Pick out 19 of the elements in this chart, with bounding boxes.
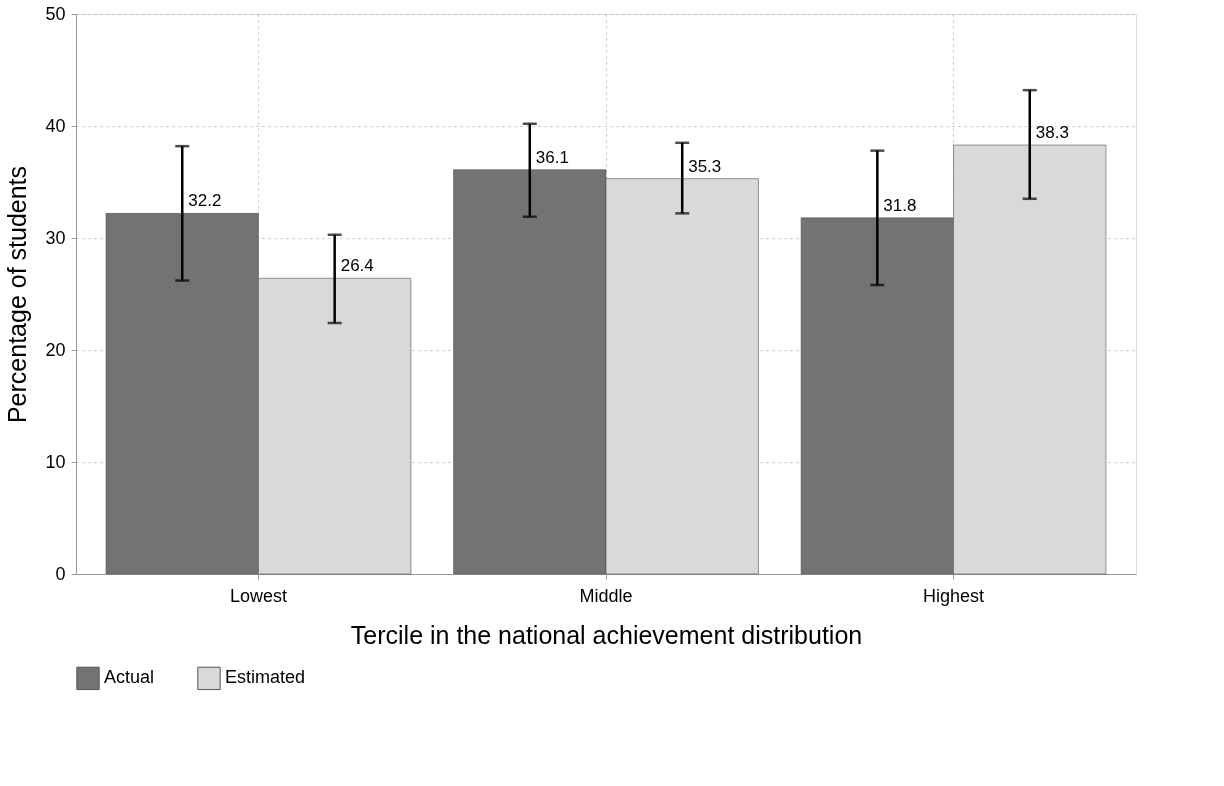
x-tick-label: Middle: [579, 585, 633, 606]
legend-label: Actual: [104, 667, 155, 688]
data-label: 26.4: [340, 256, 374, 276]
y-tick-label: 10: [45, 451, 66, 472]
x-tick-label: Lowest: [229, 585, 287, 606]
x-tick-label: Highest: [923, 585, 985, 606]
y-tick-label: 20: [45, 339, 66, 360]
y-axis-title: Percentage of students: [3, 165, 32, 424]
x-axis-title: Tercile in the national achievement distribution: [350, 620, 863, 649]
data-label: 38.3: [1035, 123, 1069, 143]
data-label: 31.8: [883, 195, 917, 215]
y-tick-label: 0: [55, 563, 66, 584]
y-tick-label: 50: [45, 3, 66, 24]
data-label: 32.2: [188, 191, 222, 211]
legend-label: Estimated: [225, 667, 306, 688]
y-tick-label: 40: [45, 115, 66, 136]
data-label: 36.1: [535, 147, 569, 167]
y-tick-label: 30: [45, 227, 66, 248]
data-label: 35.3: [688, 156, 722, 176]
